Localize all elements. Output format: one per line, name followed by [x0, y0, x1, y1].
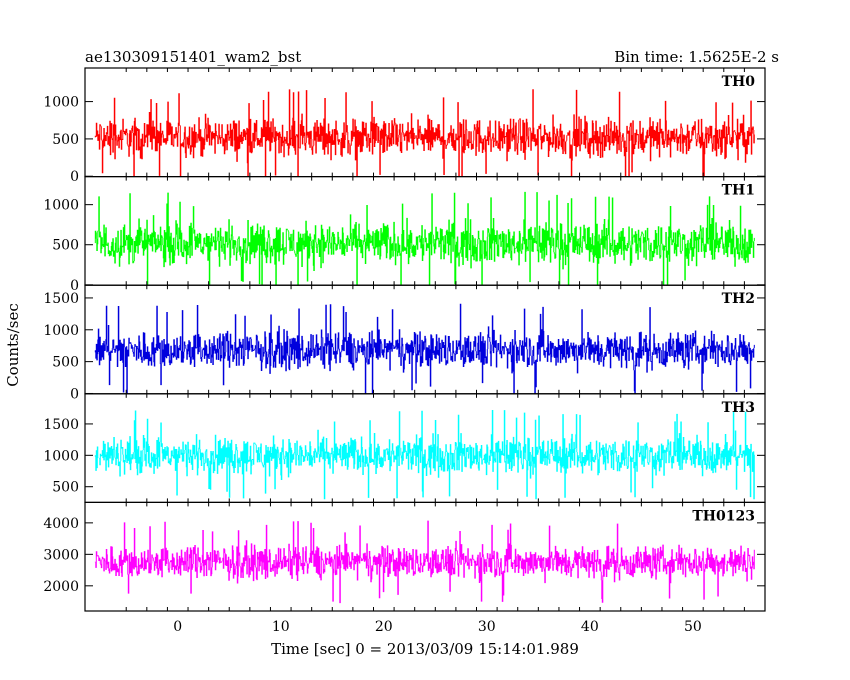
panel-th0: 0 500 1000 TH0	[43, 67, 766, 185]
series-th2-line	[94, 303, 755, 394]
series-th3-line	[94, 410, 755, 500]
chart-title-left: ae130309151401_wam2_bst	[85, 48, 301, 66]
x-tick-label: 40	[581, 619, 599, 635]
panel-label-th0: TH0	[722, 74, 756, 90]
panel-label-th3: TH3	[722, 400, 755, 416]
y-tick-label: 500	[52, 238, 79, 254]
panel-th1: 0 500 1000 TH1	[43, 176, 766, 294]
panel-th3: 500 1000 1500 TH3	[43, 393, 766, 503]
y-axis-label: Counts/sec	[4, 303, 22, 387]
y-tick-label: 500	[52, 132, 79, 148]
series-th1-line	[94, 191, 755, 285]
y-tick-label: 1000	[43, 95, 79, 111]
y-tick-label: 1500	[43, 417, 79, 433]
x-axis-label: Time [sec] 0 = 2013/03/09 15:14:01.989	[271, 640, 579, 658]
y-tick-label: 0	[70, 386, 79, 402]
series-th0123-line	[94, 520, 755, 604]
x-tick-label: 0	[173, 619, 182, 635]
y-tick-label: 2000	[43, 579, 79, 595]
x-tick-label: 50	[684, 619, 702, 635]
y-tick-label: 0	[70, 169, 79, 185]
y-tick-label: 1500	[43, 291, 79, 307]
y-tick-label: 4000	[43, 516, 79, 532]
y-tick-label: 1000	[43, 323, 79, 339]
panel-frame	[84, 67, 766, 178]
y-tick-label: 3000	[43, 547, 79, 563]
panel-label-th0123: TH0123	[692, 508, 755, 524]
y-tick-label: 1000	[43, 198, 79, 214]
panel-label-th1: TH1	[722, 183, 755, 199]
x-tick-label: 30	[478, 619, 496, 635]
y-tick-label: 0	[70, 278, 79, 294]
y-tick-label: 500	[52, 355, 79, 371]
panel-label-th2: TH2	[722, 291, 755, 307]
panel-th2: 0 500 1000 1500 TH2	[43, 284, 766, 402]
panel-th0123: 2000 3000 4000 TH0123	[43, 501, 766, 612]
chart-title-right: Bin time: 1.5625E-2 s	[614, 48, 779, 66]
y-tick-label: 500	[52, 480, 79, 496]
panel-frame	[84, 501, 766, 612]
x-tick-label: 10	[272, 619, 290, 635]
x-tick-label: 20	[375, 619, 393, 635]
y-tick-label: 1000	[43, 448, 79, 464]
series-th0-line	[94, 89, 755, 177]
